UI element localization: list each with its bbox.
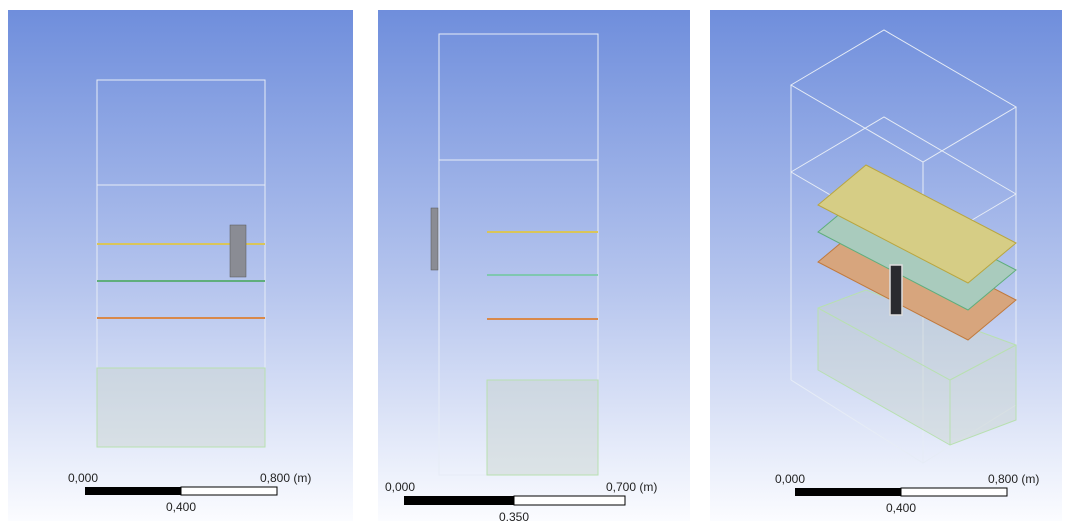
- block: [431, 208, 438, 270]
- scale-start: 0,000: [775, 472, 805, 486]
- scale-start: 0,000: [68, 471, 98, 485]
- scale-bar-light: [181, 487, 277, 495]
- scale-bar-dark: [85, 487, 181, 495]
- scale-end: 0,800 (m): [988, 472, 1039, 486]
- block: [890, 265, 902, 315]
- viewport-iso: 0,000 0,800 (m) 0,400: [710, 10, 1062, 521]
- scale-start: 0,000: [385, 480, 415, 494]
- scale-bar-light: [514, 496, 625, 505]
- page: 0,000 0,800 (m) 0,400 0,000 0,700 (m) 0,…: [0, 0, 1070, 521]
- scale-middle: 0,400: [166, 500, 196, 514]
- viewport-side: 0,000 0,700 (m) 0,350: [378, 10, 690, 521]
- scale-middle: 0,400: [886, 501, 916, 515]
- lower-box: [97, 368, 265, 447]
- scale-bar-dark: [795, 488, 901, 496]
- viewport-front: 0,000 0,800 (m) 0,400: [8, 10, 353, 521]
- scale-bar-light: [901, 488, 1007, 496]
- block: [230, 225, 246, 277]
- scale-middle: 0,350: [499, 510, 529, 521]
- scale-end: 0,700 (m): [606, 480, 657, 494]
- lower-box: [487, 380, 598, 475]
- viewports: 0,000 0,800 (m) 0,400 0,000 0,700 (m) 0,…: [0, 0, 1070, 521]
- scale-bar-dark: [404, 496, 514, 505]
- scale-end: 0,800 (m): [260, 471, 311, 485]
